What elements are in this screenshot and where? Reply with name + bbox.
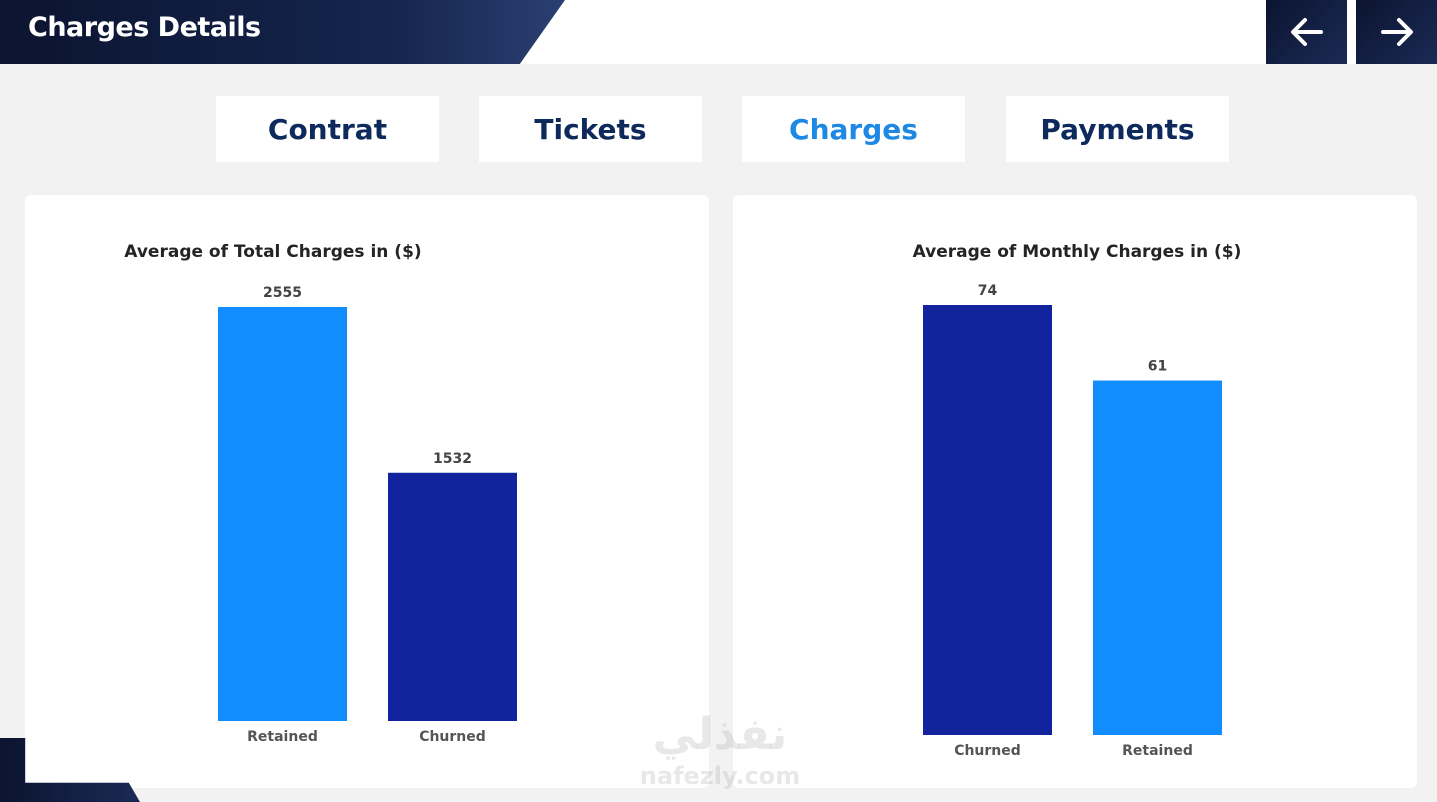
back-button[interactable] <box>1266 0 1347 64</box>
category-label: Retained <box>247 729 318 745</box>
data-label: 61 <box>1148 359 1167 375</box>
chart-title: Average of Monthly Charges in ($) <box>913 242 1242 262</box>
chart-title: Average of Total Charges in ($) <box>124 242 421 262</box>
data-label: 2555 <box>263 285 302 301</box>
data-label: 1532 <box>433 451 472 467</box>
next-button[interactable] <box>1356 0 1437 64</box>
arrow-right-icon <box>1380 18 1413 46</box>
tab-tickets[interactable]: Tickets <box>479 96 702 162</box>
data-label: 74 <box>978 283 998 299</box>
bar-retained[interactable] <box>1093 380 1222 735</box>
arrow-left-icon <box>1290 18 1323 46</box>
bar-churned[interactable] <box>923 305 1052 735</box>
tab-payments[interactable]: Payments <box>1006 96 1229 162</box>
page-title: Charges Details <box>28 12 261 43</box>
category-label: Retained <box>1122 743 1193 759</box>
total-charges-panel: Average of Total Charges in ($) 2555 Retai… <box>25 195 709 788</box>
category-label: Churned <box>954 743 1021 759</box>
monthly-charges-panel: Average of Monthly Charges in ($) 74 Churn… <box>733 195 1417 788</box>
tab-contrat[interactable]: Contrat <box>216 96 439 162</box>
tab-charges[interactable]: Charges <box>742 96 965 162</box>
bar-churned[interactable] <box>388 472 517 721</box>
category-label: Churned <box>419 729 486 745</box>
monthly-charges-chart: Average of Monthly Charges in ($) 74 Churn… <box>913 242 1242 759</box>
bar-retained[interactable] <box>218 307 347 721</box>
total-charges-chart: Average of Total Charges in ($) 2555 Retai… <box>124 242 517 745</box>
page-header: Charges Details <box>0 0 565 64</box>
